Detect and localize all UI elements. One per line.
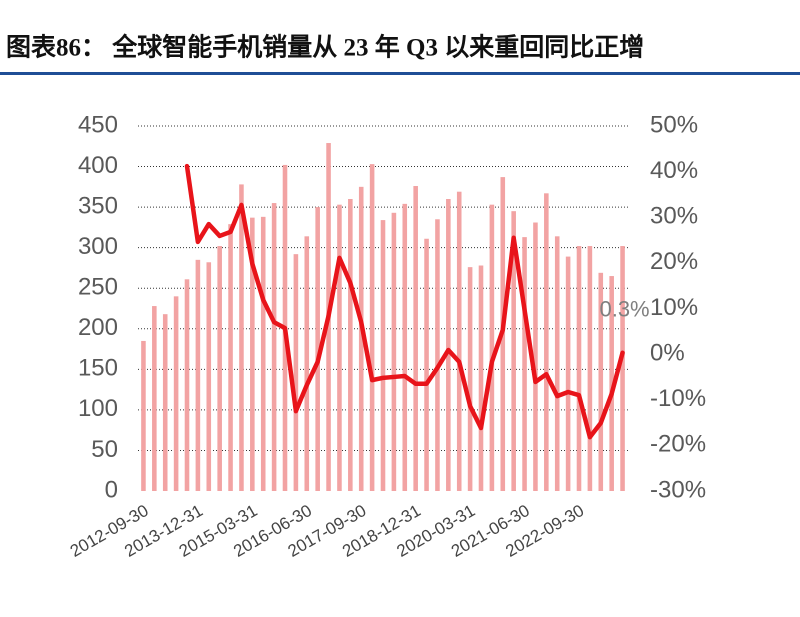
bar [456,191,462,491]
bar [620,246,625,491]
y2-tick-label: -30% [650,476,706,503]
bar [358,186,364,492]
bar [152,306,157,491]
bar [467,267,473,491]
bar [195,259,201,491]
bar [184,279,190,491]
bar [217,246,222,491]
bar [228,224,233,491]
bar [293,254,299,491]
line [184,163,625,440]
bar [337,204,342,491]
bar [141,340,146,491]
bar [260,216,266,491]
y-tick-label: 450 [78,111,118,138]
y2-tick-label: 10% [650,294,698,321]
bar [315,207,320,491]
y2-tick-label: 50% [650,111,698,138]
bar [391,212,397,492]
bar [511,211,516,491]
y-tick-label: 100 [78,395,118,422]
data-label: 0.3% [599,297,649,322]
bar [424,238,429,491]
bar [369,164,375,491]
y2-tick-label: -10% [650,385,706,412]
bar [533,222,538,491]
bar [576,246,582,491]
chart-title: 图表86： 全球智能手机销量从 23 年 Q3 以来重回同比正增 [6,33,644,62]
bar [271,203,277,492]
bar [565,256,571,491]
bar [304,236,310,491]
bar [446,199,451,491]
bar [173,296,179,491]
bar [522,237,527,491]
title-rule [0,72,800,75]
bar [478,265,484,491]
bar [609,276,614,491]
y-tick-label: 150 [78,355,118,382]
bar [402,203,408,491]
y-tick-label: 0 [105,476,118,503]
bar [239,184,244,491]
bar [206,262,212,491]
y2-tick-label: -20% [650,431,706,458]
y-tick-label: 300 [78,233,118,260]
bar [162,314,168,491]
bar [554,236,560,491]
bar [435,219,440,491]
y2-tick-label: 0% [650,339,685,366]
y2-tick-label: 40% [650,157,698,184]
y-tick-label: 400 [78,152,118,179]
bar [413,186,418,491]
bar [587,246,593,491]
bar [598,272,604,491]
y-tick-label: 200 [78,314,118,341]
y-tick-label: 50 [91,436,118,463]
bar [250,217,255,491]
y2-tick-label: 20% [650,248,698,275]
y-tick-label: 250 [78,274,118,301]
y2-tick-label: 30% [650,203,698,230]
bar [348,199,353,491]
bar [544,193,549,492]
bar [489,204,495,491]
bar [380,220,386,492]
y-tick-label: 350 [78,192,118,219]
